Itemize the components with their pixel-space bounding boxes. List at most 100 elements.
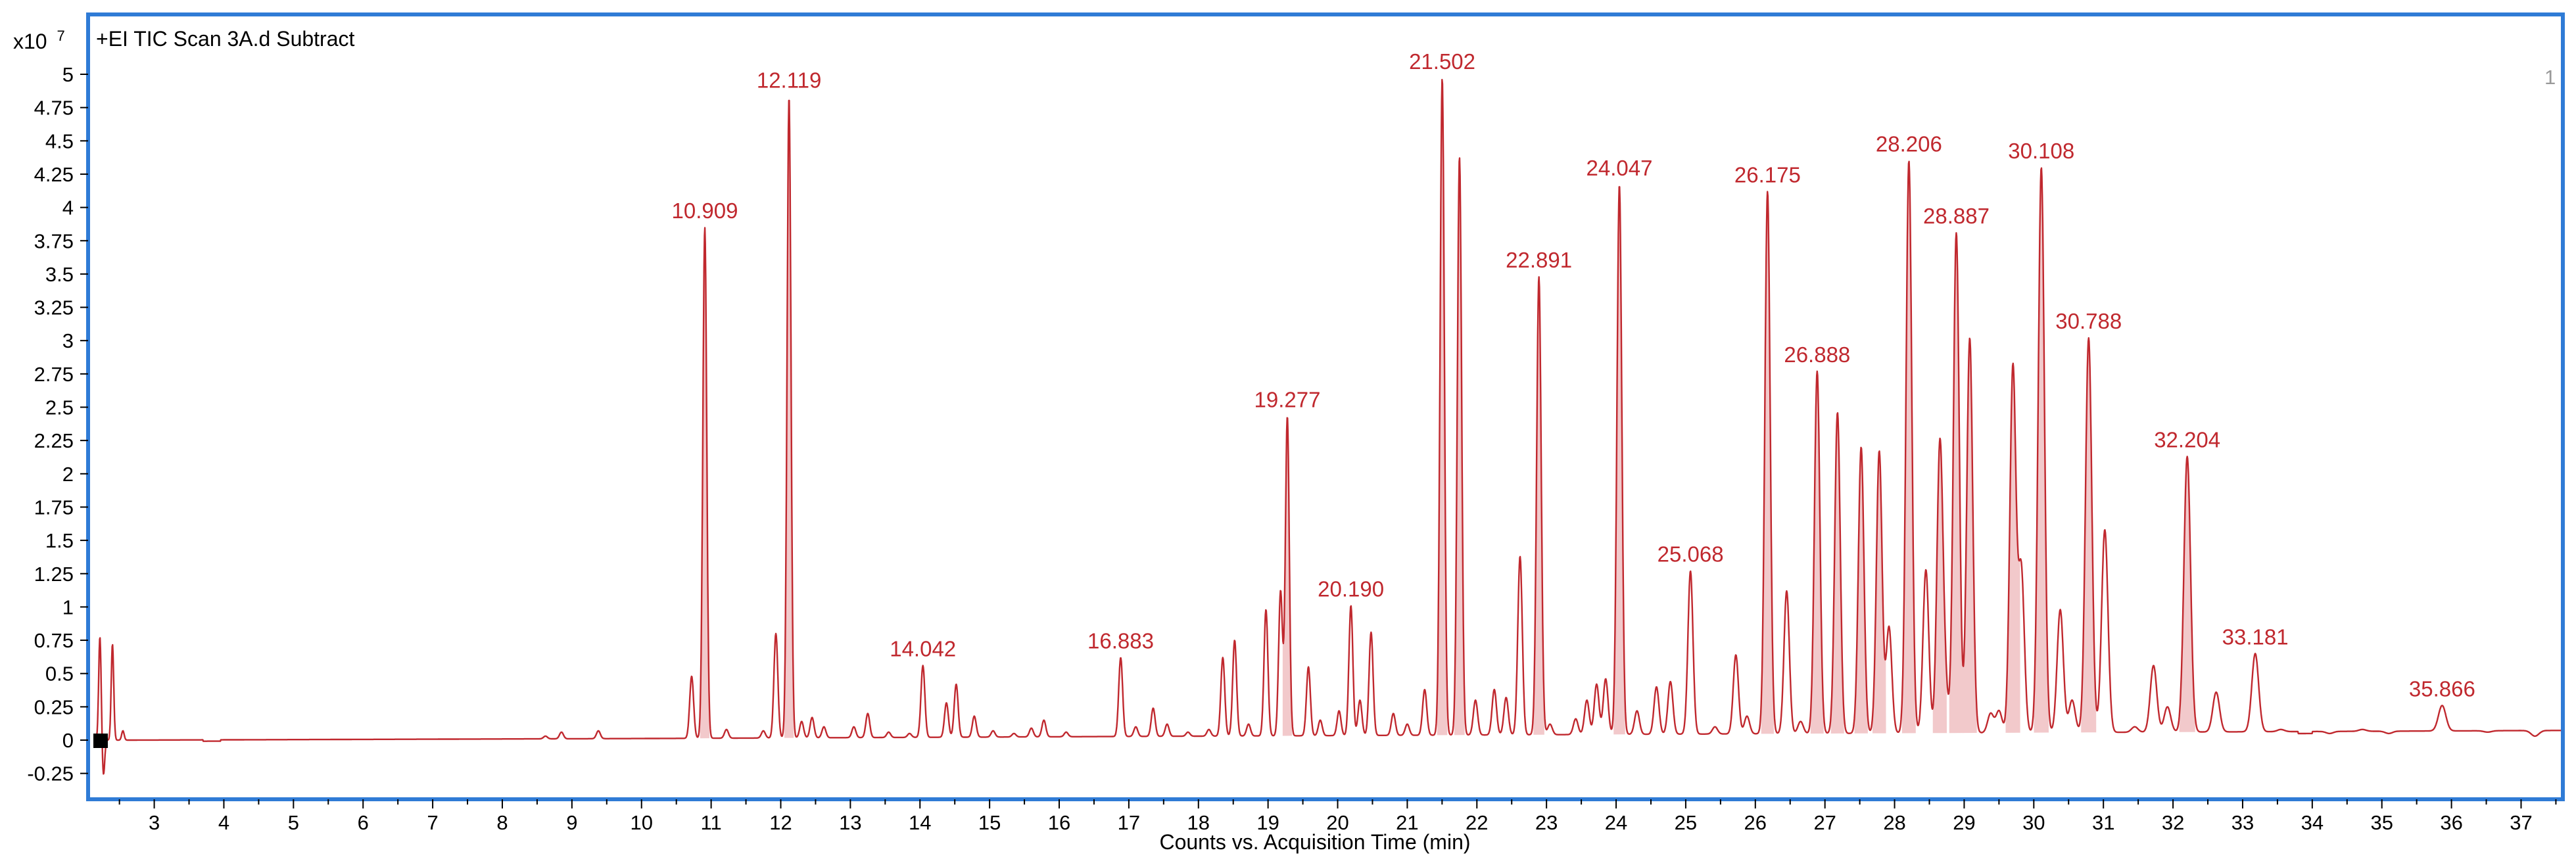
panel-number: 1 <box>2544 66 2556 89</box>
x-tick-label: 29 <box>1953 811 1975 834</box>
x-tick-label: 21 <box>1396 811 1418 834</box>
peak-label: 26.888 <box>1784 342 1850 367</box>
y-tick-label: 3 <box>62 329 74 352</box>
y-tick-label: 2 <box>62 463 74 486</box>
peak-area <box>1872 451 1886 734</box>
peak-area <box>2034 168 2049 733</box>
y-tick-label: 3.25 <box>34 296 74 319</box>
x-tick-label: 25 <box>1675 811 1697 834</box>
peak-label: 16.883 <box>1087 628 1154 653</box>
tic-trace <box>95 79 2562 775</box>
peak-area <box>1761 191 1774 734</box>
x-tick-label: 10 <box>630 811 652 834</box>
peak-area <box>1901 160 1916 734</box>
peak-area <box>1282 416 1293 736</box>
peak-label: 22.891 <box>1506 248 1572 272</box>
x-tick-label: 26 <box>1744 811 1767 834</box>
x-tick-label: 9 <box>566 811 577 834</box>
x-tick-label: 36 <box>2440 811 2462 834</box>
peak-label: 21.502 <box>1409 49 1475 74</box>
peak-label: 32.204 <box>2154 427 2220 452</box>
peak-area <box>2081 338 2097 733</box>
y-tick-label: 0.75 <box>34 629 74 652</box>
y-tick-label: 2.25 <box>34 429 74 452</box>
chart-title: +EI TIC Scan 3A.d Subtract <box>96 27 355 51</box>
peak-label: 30.788 <box>2055 309 2122 333</box>
peak-area <box>1830 412 1844 734</box>
x-tick-label: 12 <box>769 811 792 834</box>
peak-area <box>1613 185 1625 735</box>
peak-label-layer: 10.909 12.119 14.042 16.883 19.277 20.190 21.5… <box>672 49 2475 701</box>
y-tick-label: 1.25 <box>34 563 74 586</box>
y-tick-label: -0.25 <box>27 762 74 785</box>
peak-area <box>1533 276 1544 735</box>
peak-label: 19.277 <box>1254 388 1321 412</box>
start-marker-icon <box>93 734 108 748</box>
y-tick-label: 1.75 <box>34 496 74 519</box>
x-tick-label: 15 <box>978 811 1001 834</box>
y-tick-label: 5 <box>62 63 74 86</box>
x-axis: 3 4 5 6 7 8 9 10 11 12 13 14 15 16 17 18 19 20 21 22 23 24 25 2… <box>118 799 2557 834</box>
peak-label: 28.887 <box>1923 204 1990 228</box>
y-tick-label: 4.75 <box>34 97 74 120</box>
y-tick-label: 0.25 <box>34 695 74 718</box>
y-tick-label: 1.5 <box>45 529 74 552</box>
y-tick-label: 3.5 <box>45 263 74 286</box>
x-tick-label: 3 <box>149 811 160 834</box>
x-tick-label: 28 <box>1883 811 1905 834</box>
x-tick-label: 8 <box>496 811 508 834</box>
peak-area <box>1854 447 1868 734</box>
y-axis-multiplier-base: x10 <box>13 30 47 53</box>
peak-area <box>1810 371 1824 734</box>
peak-area <box>1437 78 1448 736</box>
peak-area <box>1949 233 1964 734</box>
tic-trace-layer <box>95 79 2562 775</box>
x-tick-label: 16 <box>1048 811 1070 834</box>
peak-label: 25.068 <box>1658 542 1724 567</box>
x-tick-label: 13 <box>839 811 861 834</box>
x-tick-label: 11 <box>701 811 722 834</box>
y-tick-label: 3.75 <box>34 229 74 252</box>
y-axis-multiplier: x10 7 <box>13 28 65 53</box>
x-tick-label: 18 <box>1187 811 1210 834</box>
x-tick-label: 7 <box>427 811 438 834</box>
peak-label: 30.108 <box>2008 139 2074 163</box>
x-tick-label: 20 <box>1326 811 1348 834</box>
peak-label: 12.119 <box>757 68 821 92</box>
x-tick-label: 17 <box>1118 811 1140 834</box>
peak-label: 24.047 <box>1586 156 1653 180</box>
x-tick-label: 33 <box>2231 811 2254 834</box>
x-tick-label: 35 <box>2370 811 2393 834</box>
x-tick-label: 32 <box>2162 811 2184 834</box>
peak-area <box>1932 438 1947 734</box>
y-tick-label: 4.5 <box>45 129 74 152</box>
y-axis: 5 4.75 4.5 4.25 4 3.75 3.5 3.25 3 2.75 2.5 2.25 2 1.7… <box>27 63 88 785</box>
peak-fill-layer <box>700 78 2195 739</box>
plot-frame <box>86 12 2565 801</box>
y-tick-label: 2.75 <box>34 363 74 386</box>
y-axis-multiplier-exponent: 7 <box>57 28 64 44</box>
x-tick-label: 6 <box>358 811 369 834</box>
peak-label: 35.866 <box>2409 676 2475 701</box>
peak-area <box>700 227 710 739</box>
peak-area <box>2005 363 2020 733</box>
y-tick-label: 4.25 <box>34 163 74 186</box>
x-tick-label: 34 <box>2301 811 2324 834</box>
x-tick-label: 31 <box>2092 811 2114 834</box>
y-tick-label: 0 <box>62 729 74 752</box>
x-tick-label: 37 <box>2510 811 2532 834</box>
x-tick-label: 4 <box>218 811 229 834</box>
x-tick-label: 14 <box>909 811 931 834</box>
peak-area <box>1963 338 1977 734</box>
peak-label: 10.909 <box>672 199 738 223</box>
x-tick-label: 27 <box>1813 811 1836 834</box>
peak-label: 26.175 <box>1734 162 1801 187</box>
peak-label: 33.181 <box>2222 624 2289 649</box>
peak-label: 28.206 <box>1876 132 1942 156</box>
x-tick-label: 24 <box>1605 811 1627 834</box>
peak-area <box>2179 456 2195 732</box>
y-tick-label: 1 <box>62 596 74 619</box>
peak-area <box>1454 157 1465 736</box>
y-tick-label: 2.5 <box>45 396 74 419</box>
